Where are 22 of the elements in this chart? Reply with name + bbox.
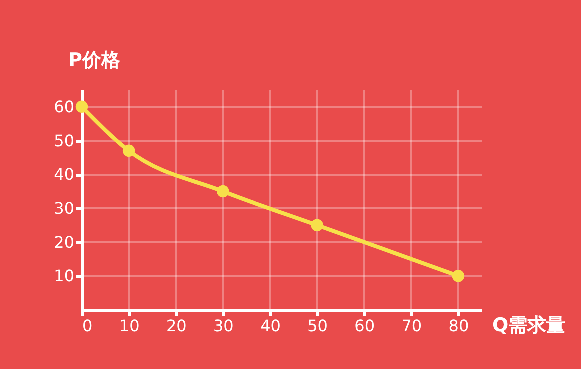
x-tick-label: 70 (402, 316, 422, 336)
x-tick-label: 60 (354, 316, 376, 336)
point (122, 144, 136, 158)
y-axis-title: P价格 (68, 50, 122, 72)
x-tick-label: 40 (260, 316, 281, 336)
x-axis-title: Q需求量 (492, 314, 566, 336)
x-tick-label: 0 (82, 316, 93, 336)
y-tick-label: 50 (54, 131, 74, 150)
y-tick-label: 30 (54, 198, 74, 218)
point (452, 270, 465, 282)
x-tick-label: 50 (308, 316, 328, 336)
point (311, 219, 324, 232)
y-tick-label: 60 (54, 97, 74, 116)
y-tick-label: 20 (54, 232, 74, 252)
point (76, 100, 88, 114)
x-tick-label: 80 (448, 316, 470, 336)
x-tick-label: 10 (119, 316, 140, 336)
x-tick-label: 30 (213, 316, 234, 336)
y-tick-label: 10 (54, 266, 74, 286)
x-tick-label: 20 (166, 316, 187, 336)
y-tick-label: 40 (54, 165, 74, 184)
point (217, 185, 230, 198)
